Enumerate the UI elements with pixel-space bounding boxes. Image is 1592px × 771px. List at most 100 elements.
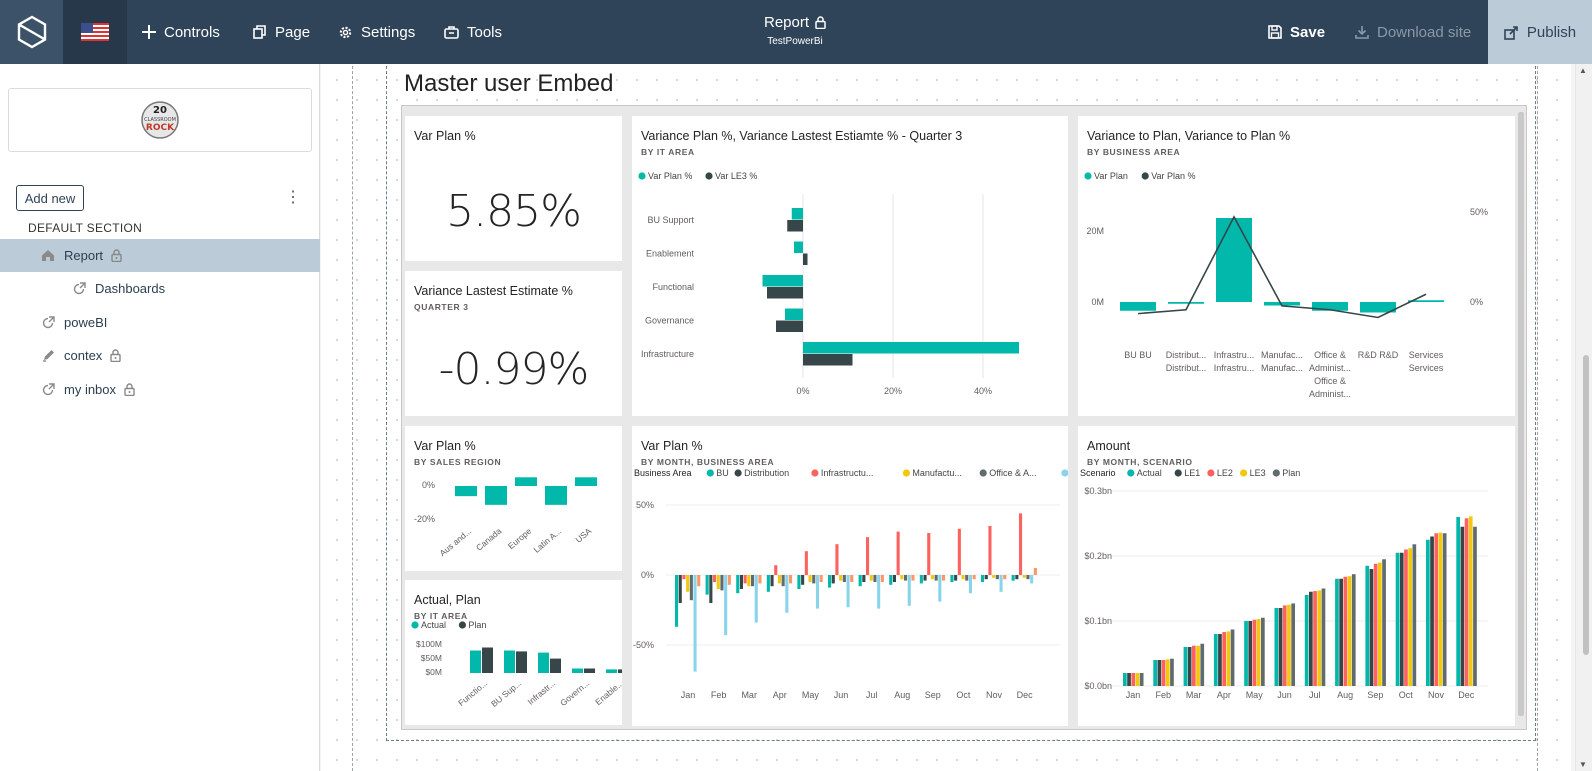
bar: [1244, 621, 1248, 686]
tile-actual-plan[interactable]: Actual, Plan BY IT AREA Actual Plan $100M $…: [405, 580, 622, 725]
x-category-label: Sep: [1367, 690, 1383, 700]
sidebar-item-contex[interactable]: contex: [0, 339, 320, 372]
x-category-label: Administ...: [1309, 363, 1351, 373]
bar: [858, 575, 862, 587]
bar: [797, 575, 801, 589]
bar: [777, 575, 781, 584]
legend-marker: [458, 621, 466, 629]
bar: [1127, 673, 1131, 686]
tile-subtitle: BY SALES REGION: [414, 457, 502, 467]
kpi-value: -0.99%: [438, 344, 590, 395]
bar: [1434, 533, 1439, 686]
legend-label: Infrastructu...: [821, 468, 874, 478]
y-category-label: BU Support: [647, 215, 694, 225]
y-tick-label: $0.2bn: [1084, 551, 1112, 561]
settings-menu[interactable]: Settings: [338, 0, 415, 64]
bar: [736, 575, 740, 594]
scrollbar-thumb[interactable]: [1583, 355, 1589, 655]
bar: [1347, 576, 1352, 686]
y-tick-label-right: 0%: [1470, 297, 1483, 307]
y-tick-label: $0.0bn: [1084, 681, 1112, 691]
tile-subtitle: BY IT AREA: [641, 147, 695, 157]
legend-marker: [411, 621, 419, 629]
tile-var-le[interactable]: Variance Lastest Estimate % QUARTER 3 -0…: [405, 271, 622, 416]
tile-var-region[interactable]: Var Plan % BY SALES REGION 0% -20% Aus and…: [405, 426, 622, 571]
add-new-button[interactable]: Add new: [16, 185, 84, 211]
legend-marker: [1061, 469, 1068, 477]
bar: [1261, 617, 1265, 686]
bar: [1187, 647, 1192, 686]
sidebar-item-my-inbox[interactable]: my inbox: [0, 373, 320, 406]
save-button[interactable]: Save: [1268, 0, 1325, 64]
bar: [1230, 629, 1235, 686]
bar: [1317, 590, 1322, 686]
tile-amount[interactable]: Amount BY MONTH, SCENARIO Scenario Actual…: [1078, 426, 1515, 726]
external-link-icon: [71, 281, 87, 297]
bar: [1196, 645, 1200, 686]
bar: [1468, 516, 1473, 686]
bar: [482, 647, 493, 673]
x-category-label: Jul: [866, 690, 878, 700]
bar: [774, 565, 778, 575]
bar: [1360, 302, 1396, 313]
legend-label: Office & A...: [989, 468, 1036, 478]
bar: [815, 575, 819, 609]
scroll-down-icon[interactable]: ▼: [1579, 760, 1587, 769]
x-category-label: Manufac...: [1261, 350, 1303, 360]
y-tick-label: $100M: [416, 639, 442, 649]
x-category-label: Services: [1409, 363, 1444, 373]
bar: [1456, 517, 1460, 686]
save-label: Save: [1290, 23, 1326, 41]
legend-label: Var LE3 %: [715, 171, 757, 181]
legend-label: BU: [716, 468, 729, 478]
publish-button[interactable]: Publish: [1488, 0, 1592, 64]
page-menu[interactable]: Page: [253, 0, 310, 64]
y-tick-label: 0%: [422, 480, 435, 490]
bar: [606, 669, 617, 673]
more-options-icon[interactable]: ⋮: [285, 189, 301, 206]
scroll-up-icon[interactable]: ▲: [1579, 66, 1587, 75]
control-outline[interactable]: [386, 66, 1536, 741]
bar: [709, 575, 713, 603]
language-selector[interactable]: [63, 0, 127, 64]
bar: [754, 575, 758, 623]
legend-title: Business Area: [634, 468, 692, 478]
bar: [1026, 575, 1030, 580]
bar: [842, 575, 846, 582]
x-category-label: Feb: [1156, 690, 1172, 700]
tile-var-plan[interactable]: Var Plan % 5.85%: [405, 116, 622, 261]
tile-var-month[interactable]: Var Plan % BY MONTH, BUSINESS AREA Busin…: [632, 426, 1068, 726]
bar: [1192, 645, 1196, 686]
sidebar-item-report[interactable]: Report: [0, 239, 320, 272]
app-logo[interactable]: [0, 0, 63, 64]
bar: [1168, 302, 1204, 304]
report-scrollbar[interactable]: [1518, 112, 1524, 716]
x-category-label: Aus and...: [438, 526, 474, 558]
tools-menu[interactable]: Tools: [444, 0, 502, 64]
brand-logo-box[interactable]: 20 CLASSROOM ROCK: [8, 88, 312, 152]
bar: [1473, 526, 1477, 686]
sidebar-item-dashboards[interactable]: Dashboards: [0, 272, 320, 305]
embed-title: Master user Embed: [404, 70, 614, 97]
controls-menu[interactable]: Controls: [142, 0, 220, 64]
bar: [930, 575, 934, 580]
bar: [1395, 552, 1400, 686]
bar: [1161, 660, 1166, 686]
bar: [1282, 605, 1287, 686]
x-category-label: Jan: [681, 690, 696, 700]
bar: [846, 575, 850, 608]
tile-title: Var Plan %: [414, 439, 476, 453]
bar: [972, 575, 976, 580]
tile-q3-variance[interactable]: Variance Plan %, Variance Lastest Estiam…: [632, 116, 1068, 416]
bar: [727, 575, 731, 585]
sidebar-item-label: Dashboards: [95, 281, 166, 296]
download-site-button[interactable]: Download site: [1355, 0, 1471, 64]
bar: [791, 208, 803, 220]
bar: [1408, 548, 1412, 686]
download-label: Download site: [1377, 23, 1472, 41]
sidebar-item-powebi[interactable]: poweBI: [0, 306, 320, 339]
lock-icon: [124, 383, 135, 396]
bar: [869, 575, 873, 581]
bar: [516, 651, 527, 673]
tile-var-to-plan[interactable]: Variance to Plan, Variance to Plan % BY …: [1078, 116, 1515, 416]
